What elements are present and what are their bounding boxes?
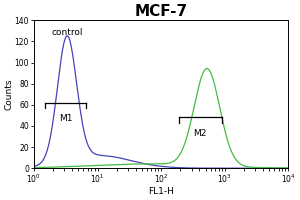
- Text: control: control: [52, 28, 83, 37]
- Title: MCF-7: MCF-7: [135, 4, 188, 19]
- Text: M1: M1: [59, 114, 73, 123]
- Y-axis label: Counts: Counts: [4, 79, 13, 110]
- X-axis label: FL1-H: FL1-H: [148, 187, 174, 196]
- Text: M2: M2: [194, 129, 207, 138]
